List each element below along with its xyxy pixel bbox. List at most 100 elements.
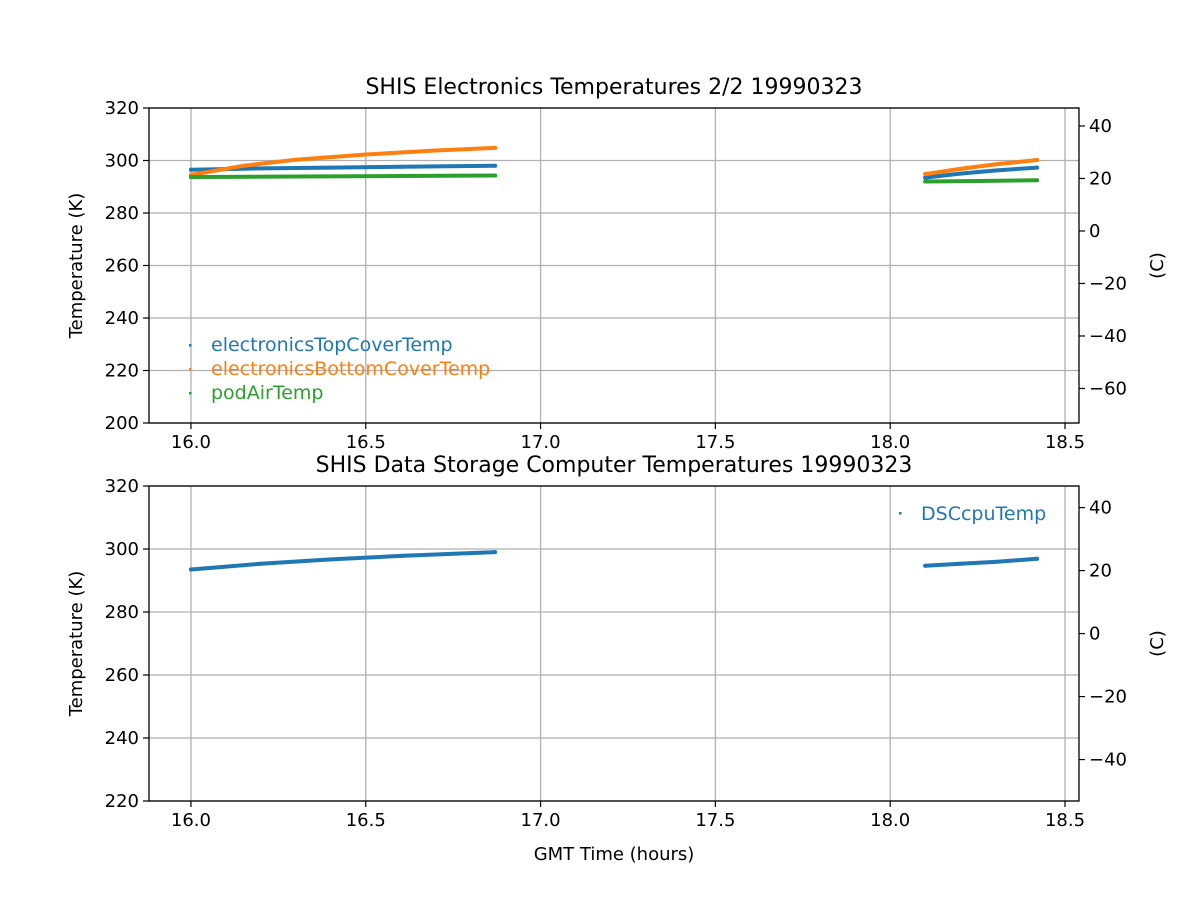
series-trace [189, 550, 498, 572]
legend-item: DSCcpuTemp [899, 503, 1046, 525]
data-point [398, 173, 403, 178]
data-point [188, 567, 193, 572]
x-tick-label: 16.5 [346, 432, 386, 453]
data-point [958, 171, 963, 176]
x-tick-label: 18.5 [1045, 810, 1085, 831]
data-point [993, 559, 998, 564]
data-point [363, 152, 368, 157]
data-point [293, 157, 298, 162]
x-tick-label: 18.0 [870, 432, 910, 453]
data-point [398, 553, 403, 558]
legend-label: podAirTemp [211, 382, 323, 404]
data-point [1035, 157, 1040, 162]
y-axis-label: Temperature (K) [66, 571, 87, 718]
chart-title: SHIS Electronics Temperatures 2/2 199903… [365, 75, 862, 100]
series-layer [188, 145, 1040, 184]
data-point [958, 561, 963, 566]
x-tick-label: 17.0 [521, 810, 561, 831]
y2-tick-label: −20 [1089, 273, 1127, 294]
data-point [493, 173, 498, 178]
data-point [398, 164, 403, 169]
data-point [188, 175, 193, 180]
data-point [328, 557, 333, 562]
data-point [923, 563, 928, 568]
series-trace [923, 165, 1039, 180]
y2-tick-label: 0 [1089, 624, 1100, 645]
data-point [328, 165, 333, 170]
dsc-temperature-panel: SHIS Data Storage Computer Temperatures … [66, 453, 1168, 865]
legend-label: electronicsBottomCoverTemp [211, 358, 490, 380]
legend-label: DSCcpuTemp [921, 503, 1046, 525]
x-axis-label: GMT Time (hours) [534, 844, 695, 865]
data-point [1035, 165, 1040, 170]
legend-marker [189, 392, 192, 395]
electronics-temperature-panel: SHIS Electronics Temperatures 2/2 199903… [66, 75, 1168, 453]
y-axis-label: Temperature (K) [66, 193, 87, 340]
series-trace [923, 178, 1039, 184]
y-axis-left: 220 240 260 280 300 320 [105, 476, 149, 812]
legend-marker [189, 344, 192, 347]
legend-item: electronicsBottomCoverTemp [189, 358, 490, 380]
x-tick-label: 18.0 [870, 810, 910, 831]
legend-label: electronicsTopCoverTemp [211, 334, 453, 356]
y2-tick-label: −40 [1089, 750, 1127, 771]
data-point [433, 148, 438, 153]
legend: DSCcpuTemp [899, 503, 1046, 525]
data-point [293, 174, 298, 179]
plot-frame [148, 485, 1080, 802]
data-point [258, 166, 263, 171]
y-tick-label: 240 [105, 308, 139, 329]
y2-tick-label: −60 [1089, 378, 1127, 399]
y-tick-label: 260 [105, 256, 139, 277]
y-tick-label: 220 [105, 791, 139, 812]
y-tick-label: 320 [105, 98, 139, 119]
series-layer [188, 550, 1040, 572]
y-tick-label: 240 [105, 728, 139, 749]
x-tick-label: 17.5 [695, 432, 735, 453]
y2-tick-label: −40 [1089, 326, 1127, 347]
y-axis-right: −60 −40 −20 0 20 40 [1079, 116, 1127, 399]
legend-marker [189, 368, 192, 371]
data-point [1035, 178, 1040, 183]
x-tick-label: 16.0 [171, 432, 211, 453]
y-tick-label: 220 [105, 361, 139, 382]
data-point [923, 179, 928, 184]
y2-tick-label: 20 [1089, 168, 1112, 189]
data-point [993, 162, 998, 167]
data-point [1035, 556, 1040, 561]
series-trace [923, 158, 1039, 177]
data-point [258, 561, 263, 566]
x-tick-label: 17.0 [521, 432, 561, 453]
y-tick-label: 320 [105, 476, 139, 497]
data-point [188, 167, 193, 172]
data-point [923, 172, 928, 177]
data-point [958, 166, 963, 171]
x-axis: 16.0 16.5 17.0 17.5 18.0 18.5 [171, 801, 1085, 831]
data-point [923, 175, 928, 180]
x-axis: 16.0 16.5 17.0 17.5 18.0 18.5 [171, 423, 1085, 453]
series-trace [189, 145, 498, 177]
y2-tick-label: 40 [1089, 498, 1112, 519]
chart-title: SHIS Data Storage Computer Temperatures … [316, 453, 913, 478]
y-tick-label: 280 [105, 602, 139, 623]
y2-tick-label: −20 [1089, 687, 1127, 708]
data-point [975, 178, 980, 183]
y2-tick-label: 0 [1089, 221, 1100, 242]
data-point [241, 163, 246, 168]
legend-marker [899, 512, 902, 515]
y2-tick-label: 40 [1089, 116, 1112, 137]
data-point [993, 168, 998, 173]
y-tick-label: 260 [105, 665, 139, 686]
series-trace [189, 173, 498, 179]
y-tick-label: 300 [105, 151, 139, 172]
y2-tick-label: 20 [1089, 561, 1112, 582]
x-tick-label: 16.5 [346, 810, 386, 831]
y2-axis-label: (C) [1147, 252, 1168, 279]
y2-axis-label: (C) [1147, 630, 1168, 657]
y-tick-label: 200 [105, 413, 139, 434]
y-tick-label: 280 [105, 203, 139, 224]
y-tick-label: 300 [105, 539, 139, 560]
series-trace [923, 556, 1039, 568]
legend-item: electronicsTopCoverTemp [189, 334, 453, 356]
y-axis-left: 200 220 240 260 280 300 320 [105, 98, 149, 434]
